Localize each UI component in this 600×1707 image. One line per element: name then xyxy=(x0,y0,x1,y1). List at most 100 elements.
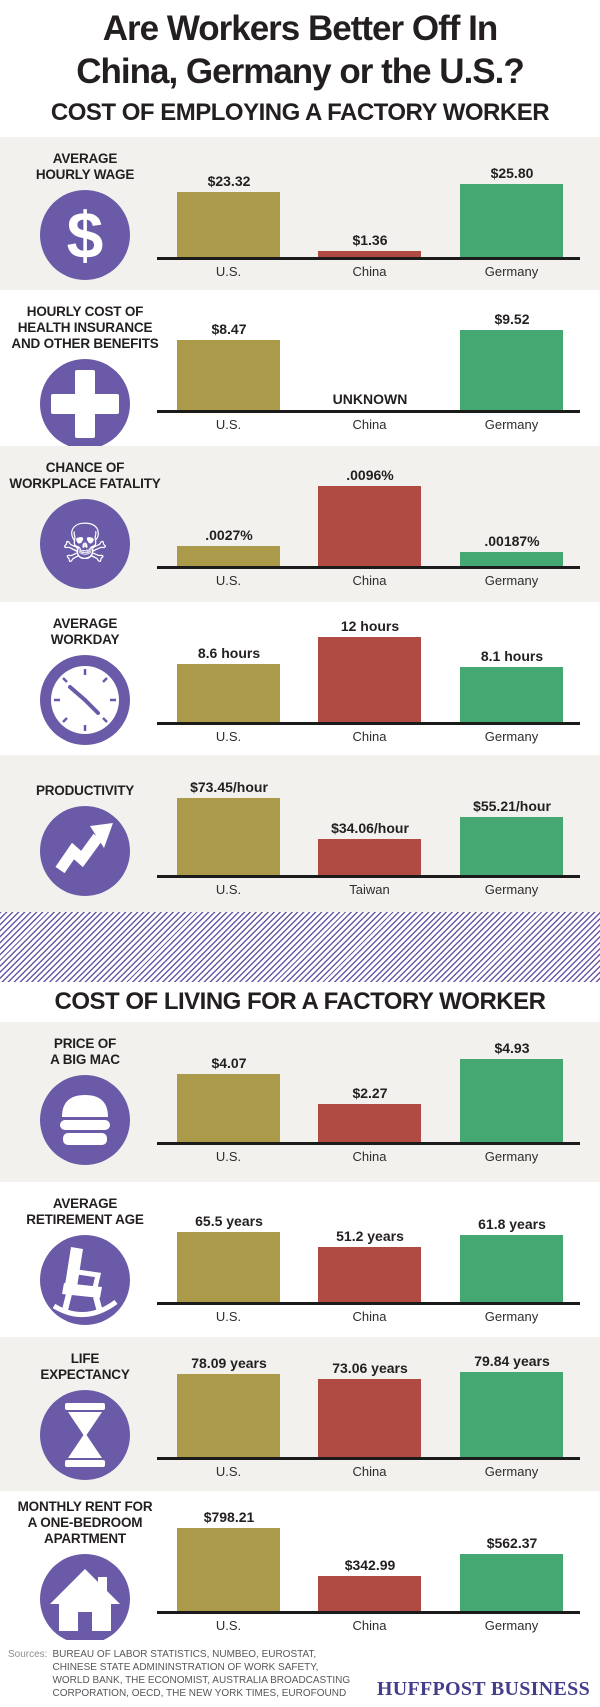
country-label: Germany xyxy=(484,1618,539,1633)
rocking-chair-icon xyxy=(40,1234,130,1325)
bar-us xyxy=(177,546,280,566)
bar-value: $8.47 xyxy=(211,321,247,337)
country-label: China xyxy=(352,573,387,588)
axis-line xyxy=(157,1457,580,1460)
bar-value: $1.36 xyxy=(352,232,388,248)
country-label: China xyxy=(352,729,387,744)
row-workday: AVERAGE WORKDAY 8.6 hours xyxy=(0,602,600,755)
country-label: U.S. xyxy=(215,264,242,279)
skull-crossbones-icon: ☠ xyxy=(40,498,130,589)
section-header-living: COST OF LIVING FOR A FACTORY WORKER xyxy=(54,988,546,1015)
header: Are Workers Better Off In China, Germany… xyxy=(0,0,600,137)
bar-china xyxy=(318,1247,421,1302)
bar-value: 79.84 years xyxy=(474,1353,550,1369)
country-label: China xyxy=(352,1149,387,1164)
bar-us xyxy=(177,340,280,410)
axis-line xyxy=(157,722,580,725)
bar-chart: 78.09 years 73.06 years 79.84 years U.S.… xyxy=(157,1337,580,1491)
page-title: Are Workers Better Off In China, Germany… xyxy=(76,9,525,91)
bar-value: 8.6 hours xyxy=(197,645,261,661)
metric-label: MONTHLY RENT FOR A ONE-BEDROOM APARTMENT xyxy=(17,1499,153,1546)
metric-label: LIFE EXPECTANCY xyxy=(40,1351,130,1382)
sources: Sources: BUREAU OF LABOR STATISTICS, NUM… xyxy=(8,1648,357,1700)
bar-us xyxy=(177,1232,280,1302)
country-label: Germany xyxy=(484,1309,539,1324)
bar-value: 78.09 years xyxy=(191,1355,267,1371)
bar-chart: $23.32 $1.36 $25.80 U.S. China Germany xyxy=(157,137,580,290)
bar-value: .0027% xyxy=(205,527,253,543)
axis-line xyxy=(157,1302,580,1305)
bar-us xyxy=(177,1374,280,1457)
country-label: Germany xyxy=(484,882,539,897)
bar-value: $798.21 xyxy=(203,1509,255,1525)
health-cross-icon xyxy=(40,358,130,449)
country-label: China xyxy=(352,1309,387,1324)
bar-germany xyxy=(460,1235,563,1302)
row-retirement: AVERAGE RETIREMENT AGE 65.5 years 51.2 y… xyxy=(0,1182,600,1337)
row-big-mac: PRICE OF A BIG MAC $4.07 $2.27 $4.93 U.S… xyxy=(0,1022,600,1182)
section-header-living-wrap: COST OF LIVING FOR A FACTORY WORKER xyxy=(0,982,600,1022)
axis-line xyxy=(157,257,580,260)
bar-value: $562.37 xyxy=(486,1535,538,1551)
metric-label: AVERAGE WORKDAY xyxy=(50,616,120,647)
dollar-icon: $ xyxy=(40,189,130,280)
bar-value: $23.32 xyxy=(207,173,251,189)
country-label: Germany xyxy=(484,1464,539,1479)
bar-value: $9.52 xyxy=(494,311,530,327)
bar-value: 73.06 years xyxy=(332,1360,408,1376)
bar-china xyxy=(318,486,421,566)
bar-taiwan xyxy=(318,839,421,875)
bar-value: $25.80 xyxy=(490,165,534,181)
bar-germany xyxy=(460,552,563,566)
bar-germany xyxy=(460,1059,563,1142)
country-label: U.S. xyxy=(215,882,242,897)
sources-label: Sources: xyxy=(8,1649,48,1660)
country-label: Taiwan xyxy=(349,882,390,897)
country-label: U.S. xyxy=(215,1618,242,1633)
row-productivity: PRODUCTIVITY $73.45/hour $34.06/hour $55… xyxy=(0,755,600,912)
footer: Sources: BUREAU OF LABOR STATISTICS, NUM… xyxy=(0,1640,600,1707)
row-benefits: HOURLY COST OF HEALTH INSURANCE AND OTHE… xyxy=(0,290,600,449)
bar-us xyxy=(177,192,280,257)
country-label: Germany xyxy=(484,417,539,432)
axis-line xyxy=(157,1611,580,1614)
bar-value: $342.99 xyxy=(344,1557,396,1573)
metric-label: PRODUCTIVITY xyxy=(35,783,135,798)
bar-value: 12 hours xyxy=(340,618,400,634)
bar-value: $73.45/hour xyxy=(190,779,268,795)
bar-us xyxy=(177,1528,280,1611)
bar-chart: .0027% .0096% .00187% U.S. China Germany xyxy=(157,446,580,602)
row-rent: MONTHLY RENT FOR A ONE-BEDROOM APARTMENT… xyxy=(0,1491,600,1644)
bar-value: 51.2 years xyxy=(336,1228,404,1244)
country-label: China xyxy=(352,264,387,279)
bar-germany xyxy=(460,184,563,257)
bar-chart: $8.47 UNKNOWN $9.52 U.S. China Germany xyxy=(157,290,580,446)
bar-china xyxy=(318,1379,421,1457)
metric-label: CHANCE OF WORKPLACE FATALITY xyxy=(9,460,161,491)
country-label: U.S. xyxy=(215,573,242,588)
burger-icon xyxy=(40,1074,130,1165)
bar-chart: 65.5 years 51.2 years 61.8 years U.S. Ch… xyxy=(157,1182,580,1337)
bar-chart: 8.6 hours 12 hours 8.1 hours U.S. China … xyxy=(157,602,580,755)
metric-label: PRICE OF A BIG MAC xyxy=(50,1036,120,1067)
metric-label: AVERAGE HOURLY WAGE xyxy=(35,151,135,182)
clock-icon xyxy=(40,654,130,745)
country-label: China xyxy=(352,1464,387,1479)
metric-label: AVERAGE RETIREMENT AGE xyxy=(26,1196,144,1227)
bar-china xyxy=(318,251,421,257)
bar-value: .0096% xyxy=(346,467,394,483)
country-label: Germany xyxy=(484,573,539,588)
metric-label: HOURLY COST OF HEALTH INSURANCE AND OTHE… xyxy=(11,304,159,351)
axis-line xyxy=(157,1142,580,1145)
bar-chart: $4.07 $2.27 $4.93 U.S. China Germany xyxy=(157,1022,580,1182)
sources-text: BUREAU OF LABOR STATISTICS, NUMBEO, EURO… xyxy=(52,1649,351,1699)
trend-arrow-icon xyxy=(40,805,130,896)
bar-us xyxy=(177,798,280,875)
axis-line xyxy=(157,410,580,413)
country-label: U.S. xyxy=(215,1464,242,1479)
house-icon xyxy=(40,1553,130,1644)
bar-value: $4.93 xyxy=(494,1040,530,1056)
bar-us xyxy=(177,1074,280,1142)
bar-chart: $798.21 $342.99 $562.37 U.S. China Germa… xyxy=(157,1491,580,1640)
